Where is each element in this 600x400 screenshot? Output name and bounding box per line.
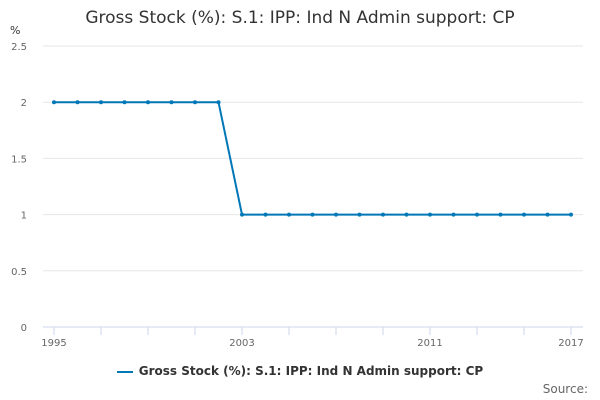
- data-point: [193, 100, 197, 105]
- data-point: [122, 100, 127, 105]
- source-label: Source:: [542, 382, 588, 396]
- y-tick-label: 0.5: [11, 267, 27, 278]
- data-point: [334, 212, 338, 217]
- legend[interactable]: Gross Stock (%): S.1: IPP: Ind N Admin s…: [0, 364, 600, 378]
- y-tick-label: 0: [21, 323, 27, 334]
- data-point: [428, 212, 432, 217]
- data-point: [381, 212, 385, 217]
- data-point: [522, 212, 526, 217]
- data-point: [451, 212, 456, 217]
- data-point: [310, 212, 315, 217]
- data-point: [263, 212, 268, 217]
- x-tick-label: 2017: [558, 338, 583, 349]
- data-point: [216, 100, 221, 105]
- data-point: [75, 100, 80, 105]
- data-point: [475, 212, 479, 217]
- x-tick-label: 1995: [41, 338, 66, 349]
- data-point: [404, 212, 409, 217]
- y-tick-label: 1: [21, 211, 27, 222]
- data-point: [52, 100, 56, 105]
- data-point: [169, 100, 174, 105]
- data-point: [99, 100, 103, 105]
- chart-title: Gross Stock (%): S.1: IPP: Ind N Admin s…: [85, 8, 515, 28]
- y-axis-unit: %: [10, 24, 21, 37]
- data-point: [545, 212, 550, 217]
- data-point: [240, 212, 244, 217]
- data-point: [357, 212, 362, 217]
- x-tick-label: 2011: [417, 338, 442, 349]
- data-point: [498, 212, 503, 217]
- data-point: [146, 100, 150, 105]
- y-tick-label: 2: [21, 98, 27, 109]
- legend-label: Gross Stock (%): S.1: IPP: Ind N Admin s…: [138, 364, 484, 378]
- data-point: [569, 212, 573, 217]
- data-point: [287, 212, 291, 217]
- x-tick-label: 2003: [229, 338, 254, 349]
- y-tick-label: 1.5: [11, 154, 27, 165]
- legend-swatch: [116, 370, 133, 373]
- y-tick-label: 2.5: [11, 42, 27, 53]
